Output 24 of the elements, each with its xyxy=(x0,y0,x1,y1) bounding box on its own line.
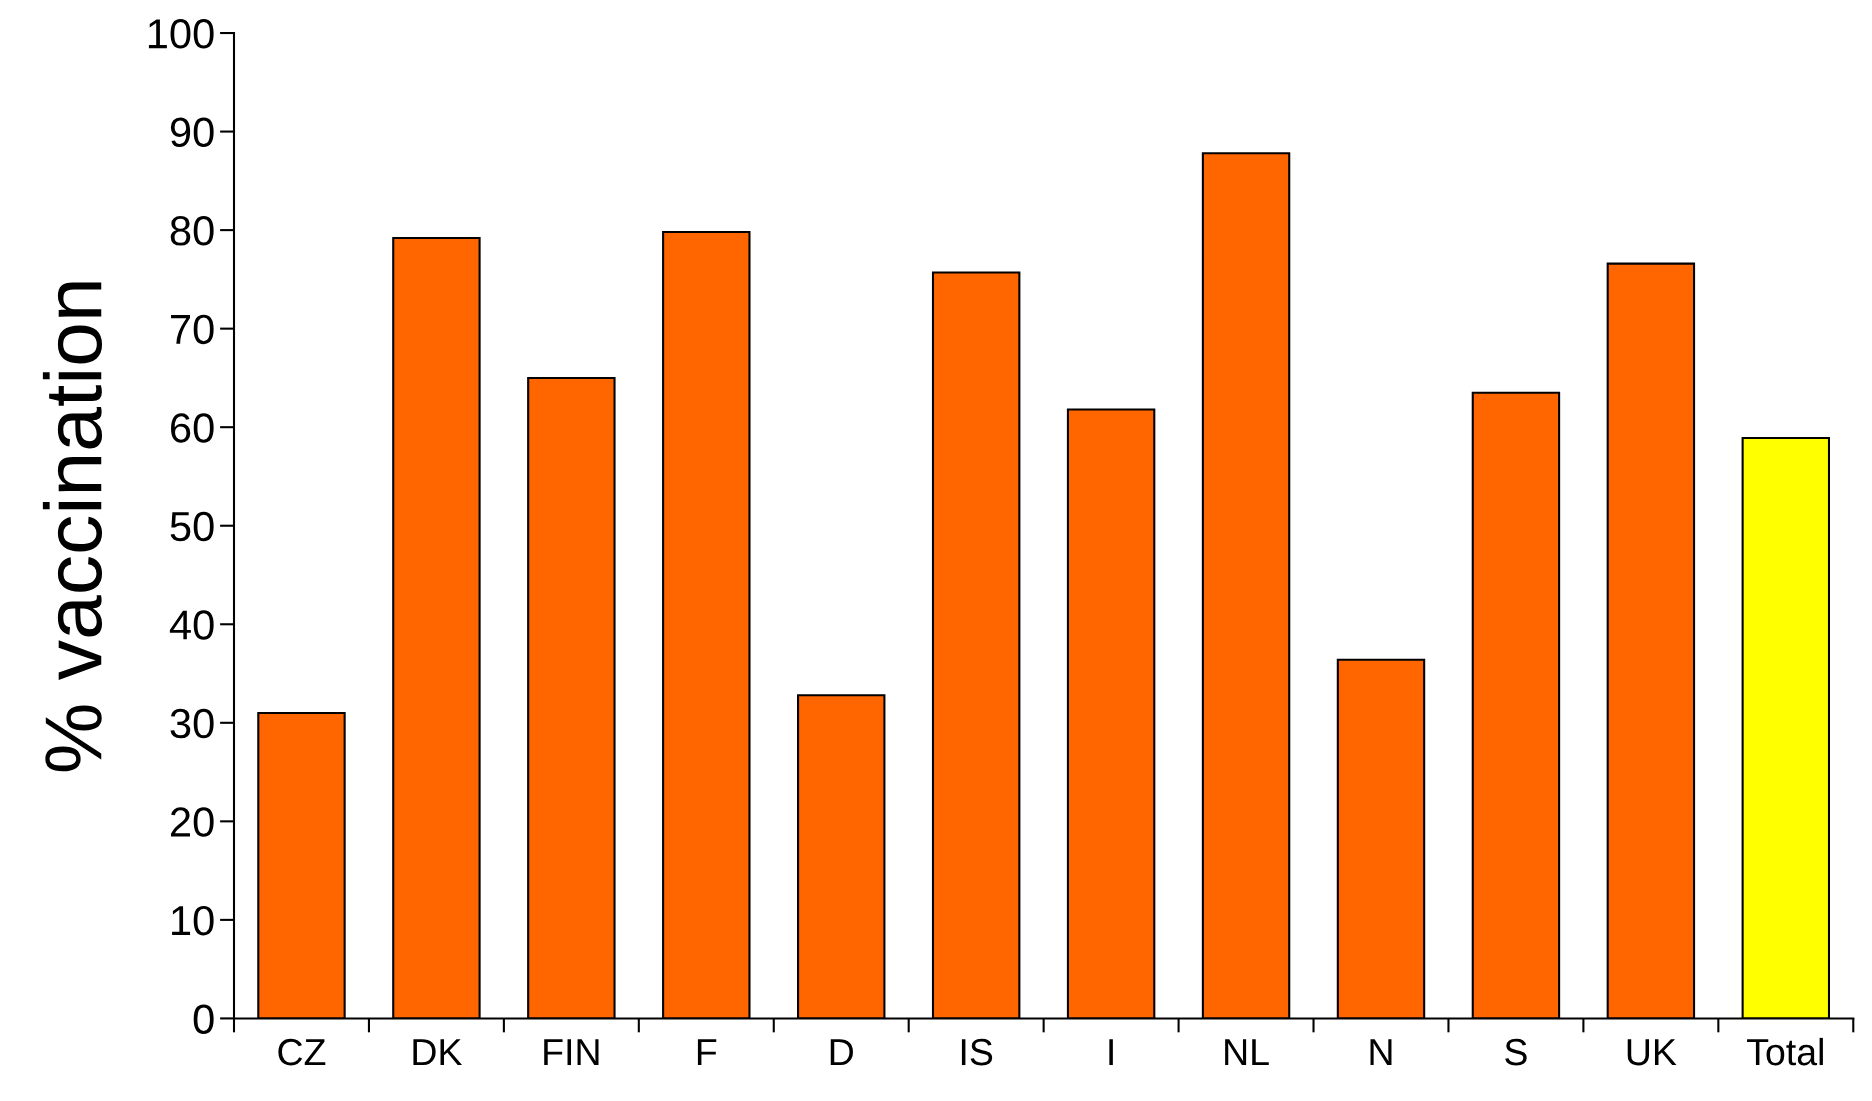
x-tick-label: S xyxy=(1505,1038,1527,1066)
x-tick-label: N xyxy=(1370,1039,1392,1066)
y-tick-label: 70 xyxy=(171,314,214,345)
y-tick-label: 20 xyxy=(171,807,214,837)
y-tick-label: 40 xyxy=(169,610,214,640)
x-tick-label: DK xyxy=(413,1039,463,1066)
y-tick-label: 90 xyxy=(170,117,214,148)
x-tick-label: D xyxy=(830,1039,853,1066)
y-tick-label: 80 xyxy=(170,216,214,246)
y-tick-label: 0 xyxy=(193,1004,214,1034)
x-tick-label: NL xyxy=(1225,1039,1269,1066)
x-tick-label: I xyxy=(1109,1039,1113,1066)
x-tick-label: FIN xyxy=(544,1039,599,1066)
y-tick-label: 60 xyxy=(171,413,214,443)
x-tick-label: Total xyxy=(1747,1037,1823,1066)
x-tick-label: IS xyxy=(961,1038,993,1066)
y-tick-label: 100 xyxy=(148,19,214,49)
x-tick-label: F xyxy=(697,1039,717,1066)
x-tick-label: CZ xyxy=(278,1038,326,1066)
x-tick-label: UK xyxy=(1627,1039,1677,1066)
y-tick-label: 50 xyxy=(170,511,214,542)
y-tick-label: 10 xyxy=(172,905,214,936)
y-axis-title: % vaccination xyxy=(42,282,103,772)
y-tick-label: 30 xyxy=(170,708,214,739)
